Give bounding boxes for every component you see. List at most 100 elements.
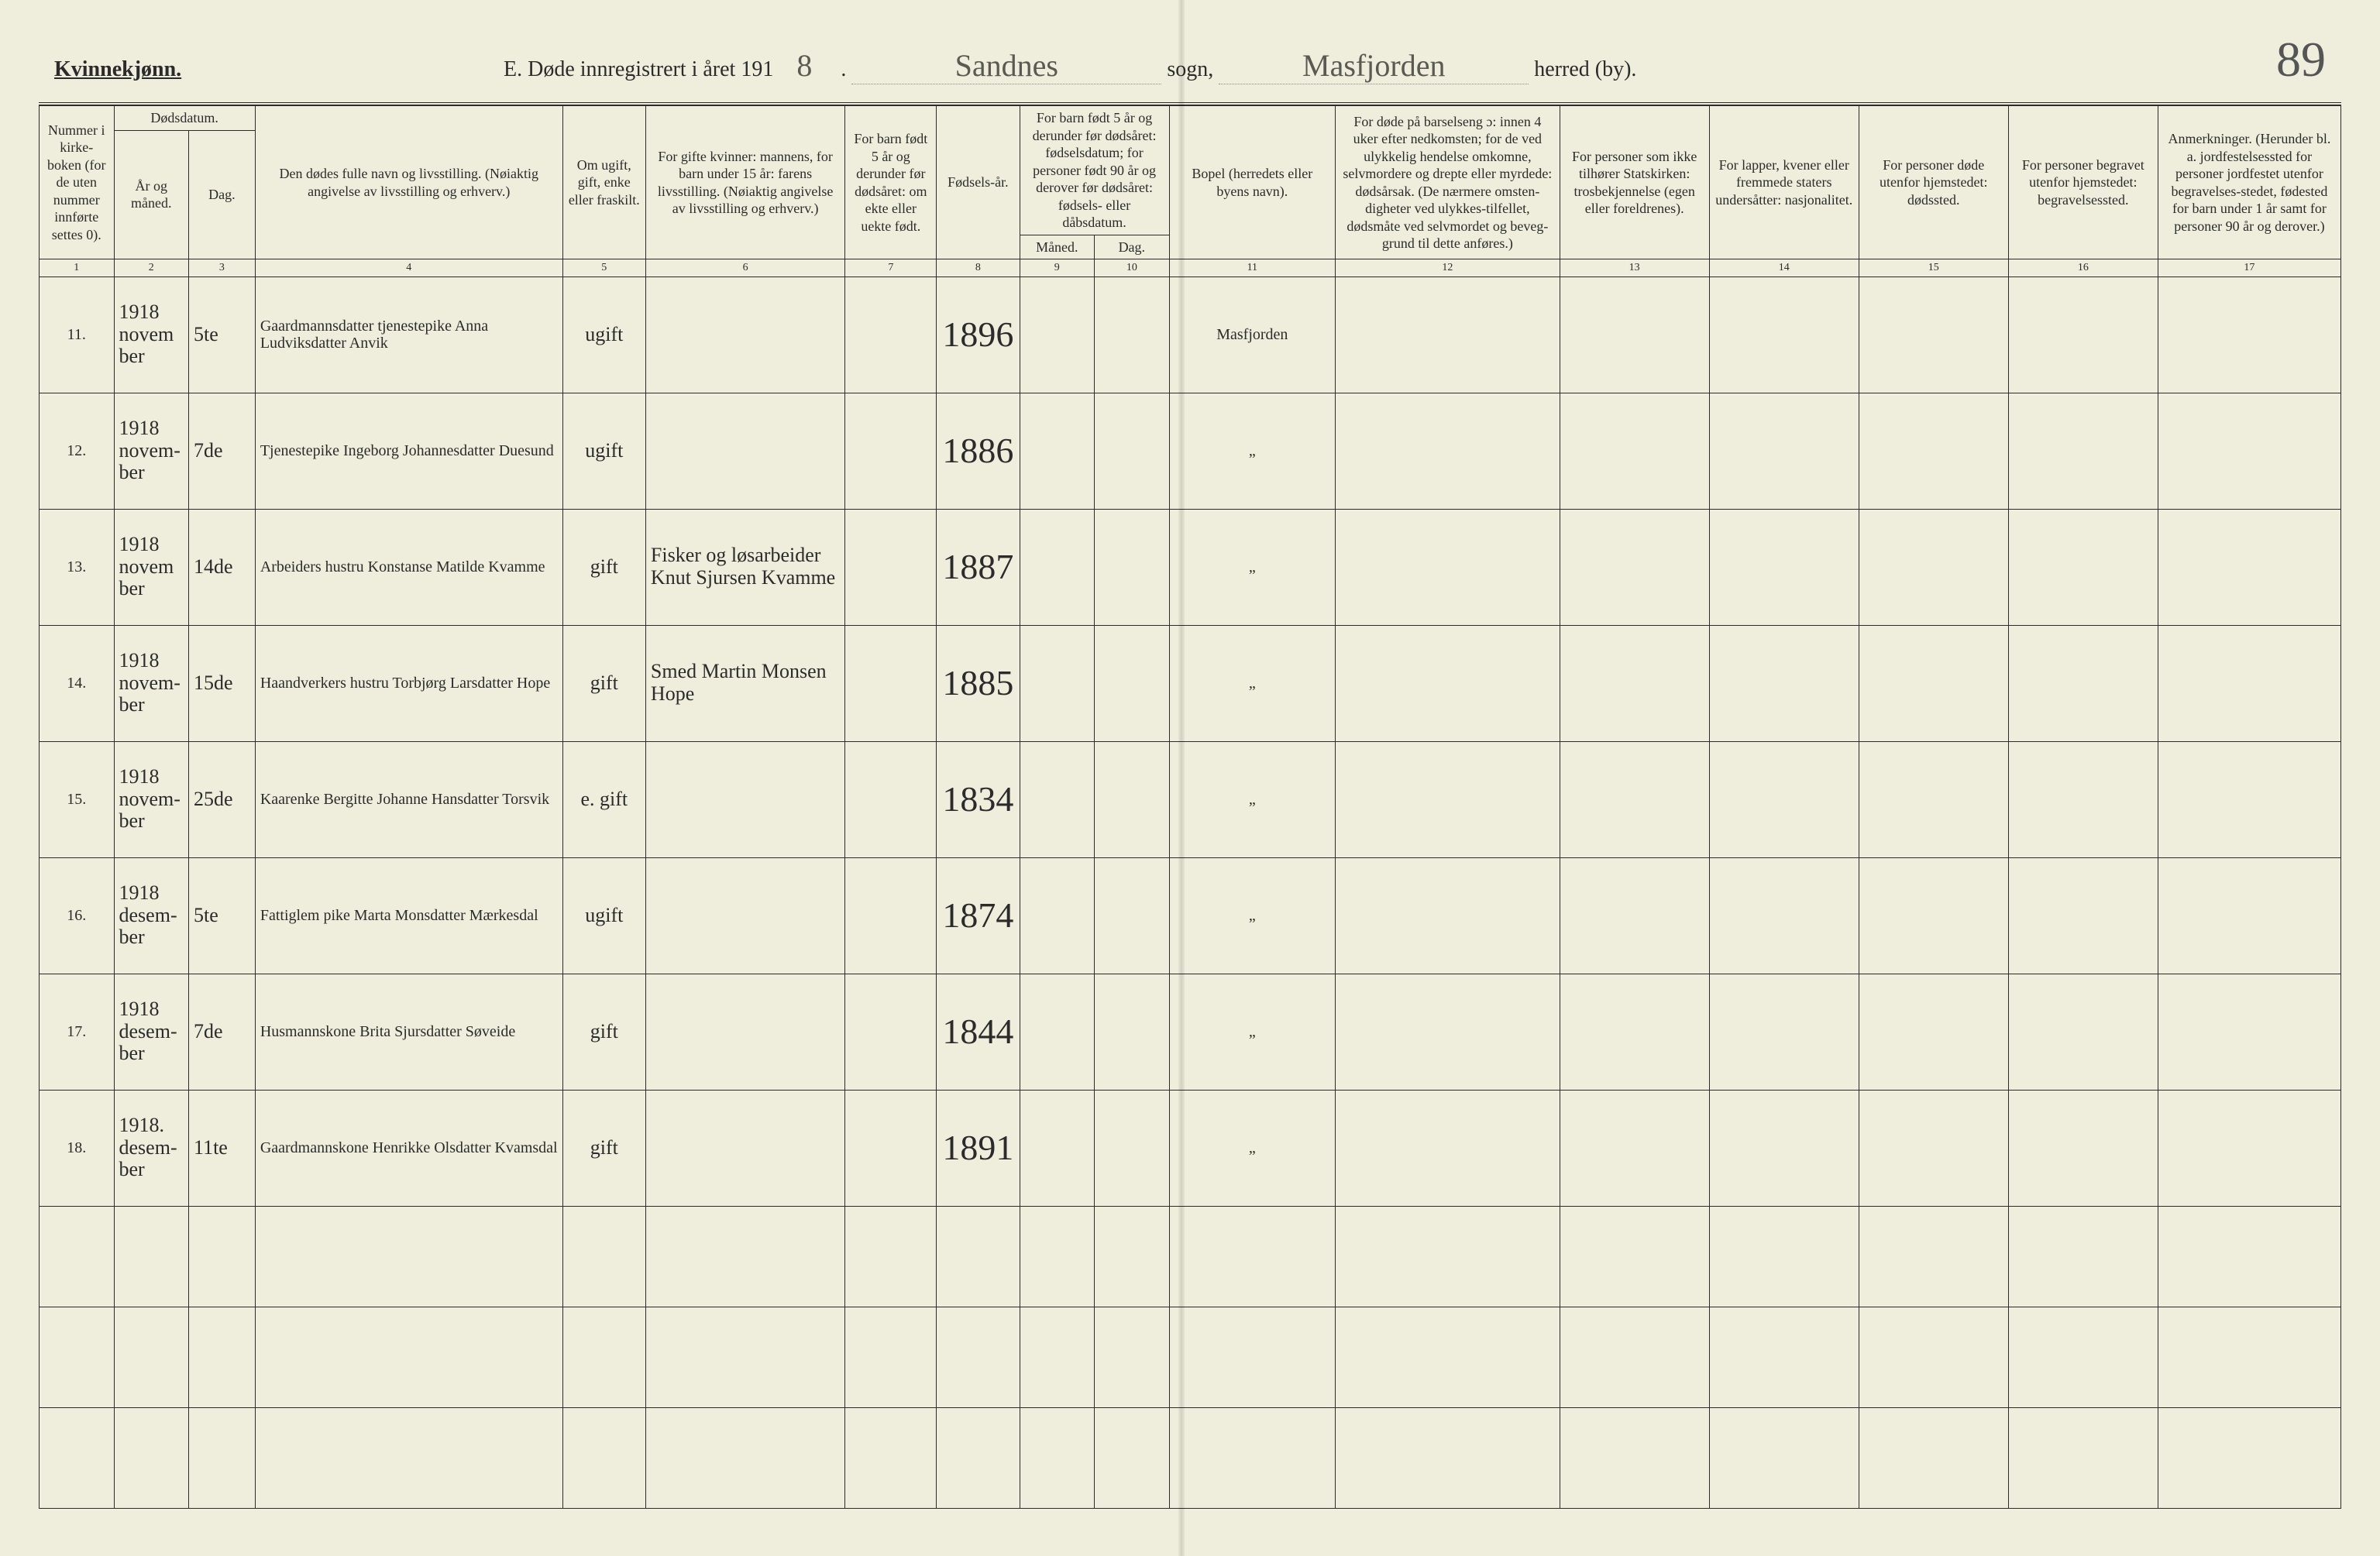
col-10-header: Dag.	[1095, 235, 1170, 259]
death-year-month: 1918 novem-ber	[114, 393, 189, 509]
blank-cell	[1095, 1407, 1170, 1508]
col-1-header: Nummer i kirke-boken (for de uten nummer…	[40, 106, 115, 259]
death-year-month: 1918. desem-ber	[114, 1090, 189, 1206]
birth-month	[1020, 1090, 1095, 1206]
birth-day	[1095, 741, 1170, 857]
confession	[1560, 1090, 1709, 1206]
blank-cell	[2008, 1307, 2158, 1407]
blank-cell	[1169, 1307, 1336, 1407]
birth-year: 1896	[937, 277, 1020, 393]
death-day: 7de	[189, 974, 256, 1090]
blank-cell	[40, 1206, 115, 1307]
cause-of-death	[1336, 857, 1560, 974]
remarks	[2158, 625, 2340, 741]
blank-cell	[562, 1407, 645, 1508]
colnum: 1	[40, 259, 115, 277]
nationality	[1709, 277, 1859, 393]
table-row: 13.1918 november14deArbeiders hustru Kon…	[40, 509, 2341, 625]
burial-place	[2008, 857, 2158, 974]
blank-cell	[1336, 1206, 1560, 1307]
birth-day	[1095, 393, 1170, 509]
title: E. Døde innregistrert i året 1918 . Sand…	[271, 47, 2217, 84]
table-row-blank	[40, 1307, 2341, 1407]
death-place	[1859, 277, 2008, 393]
birth-month	[1020, 625, 1095, 741]
birth-day	[1095, 974, 1170, 1090]
table-row: 17.1918 desem-ber7deHusmannskone Brita S…	[40, 974, 2341, 1090]
spouse-occupation	[645, 741, 844, 857]
col-4-header: Den dødes fulle navn og livsstilling. (N…	[255, 106, 562, 259]
blank-cell	[845, 1206, 937, 1307]
col-3-header: Dag.	[189, 130, 256, 259]
marital-status: gift	[562, 625, 645, 741]
blank-cell	[2158, 1206, 2340, 1307]
death-year-month: 1918 novem-ber	[114, 625, 189, 741]
row-number: 18.	[40, 1090, 115, 1206]
confession	[1560, 741, 1709, 857]
colnum: 3	[189, 259, 256, 277]
row-number: 11.	[40, 277, 115, 393]
col-5-header: Om ugift, gift, enke eller fraskilt.	[562, 106, 645, 259]
blank-cell	[1560, 1407, 1709, 1508]
death-place	[1859, 509, 2008, 625]
colnum: 14	[1709, 259, 1859, 277]
row-number: 13.	[40, 509, 115, 625]
blank-cell	[1095, 1307, 1170, 1407]
birth-year: 1891	[937, 1090, 1020, 1206]
blank-cell	[255, 1307, 562, 1407]
blank-cell	[1859, 1307, 2008, 1407]
blank-cell	[1709, 1307, 1859, 1407]
blank-cell	[562, 1307, 645, 1407]
colnum: 2	[114, 259, 189, 277]
burial-place	[2008, 393, 2158, 509]
blank-cell	[1560, 1307, 1709, 1407]
blank-cell	[189, 1307, 256, 1407]
marital-status: ugift	[562, 393, 645, 509]
col-8-header: Fødsels-år.	[937, 106, 1020, 259]
blank-cell	[845, 1407, 937, 1508]
death-day: 11te	[189, 1090, 256, 1206]
marital-status: gift	[562, 509, 645, 625]
confession	[1560, 974, 1709, 1090]
marital-status: gift	[562, 1090, 645, 1206]
nationality	[1709, 857, 1859, 974]
burial-place	[2008, 1090, 2158, 1206]
confession	[1560, 625, 1709, 741]
spouse-occupation	[645, 393, 844, 509]
remarks	[2158, 393, 2340, 509]
burial-place	[2008, 625, 2158, 741]
blank-cell	[937, 1407, 1020, 1508]
blank-cell	[645, 1307, 844, 1407]
burial-place	[2008, 277, 2158, 393]
birth-year: 1885	[937, 625, 1020, 741]
col-dodsdatum-header: Dødsdatum.	[114, 106, 255, 131]
nationality	[1709, 509, 1859, 625]
burial-place	[2008, 974, 2158, 1090]
blank-cell	[40, 1407, 115, 1508]
confession	[1560, 393, 1709, 509]
blank-cell	[189, 1206, 256, 1307]
row-number: 14.	[40, 625, 115, 741]
table-row: 18.1918. desem-ber11teGaardmannskone Hen…	[40, 1090, 2341, 1206]
death-place	[1859, 393, 2008, 509]
legitimacy	[845, 509, 937, 625]
table-row: 11.1918 november5teGaardmannsdatter tjen…	[40, 277, 2341, 393]
blank-cell	[2008, 1206, 2158, 1307]
legitimacy	[845, 277, 937, 393]
blank-cell	[1560, 1206, 1709, 1307]
marital-status: gift	[562, 974, 645, 1090]
colnum: 17	[2158, 259, 2340, 277]
death-place	[1859, 974, 2008, 1090]
confession	[1560, 857, 1709, 974]
birth-month	[1020, 277, 1095, 393]
column-number-row: 1 2 3 4 5 6 7 8 9 10 11 12 13 14 15 16 1…	[40, 259, 2341, 277]
col-7-header: For barn født 5 år og derunder før dødså…	[845, 106, 937, 259]
death-place	[1859, 857, 2008, 974]
table-row-blank	[40, 1407, 2341, 1508]
legitimacy	[845, 741, 937, 857]
deceased-name: Fattiglem pike Marta Monsdatter Mærkesda…	[255, 857, 562, 974]
colnum: 8	[937, 259, 1020, 277]
birth-year: 1886	[937, 393, 1020, 509]
blank-cell	[645, 1407, 844, 1508]
deceased-name: Gaardmannskone Henrikke Olsdatter Kvamsd…	[255, 1090, 562, 1206]
